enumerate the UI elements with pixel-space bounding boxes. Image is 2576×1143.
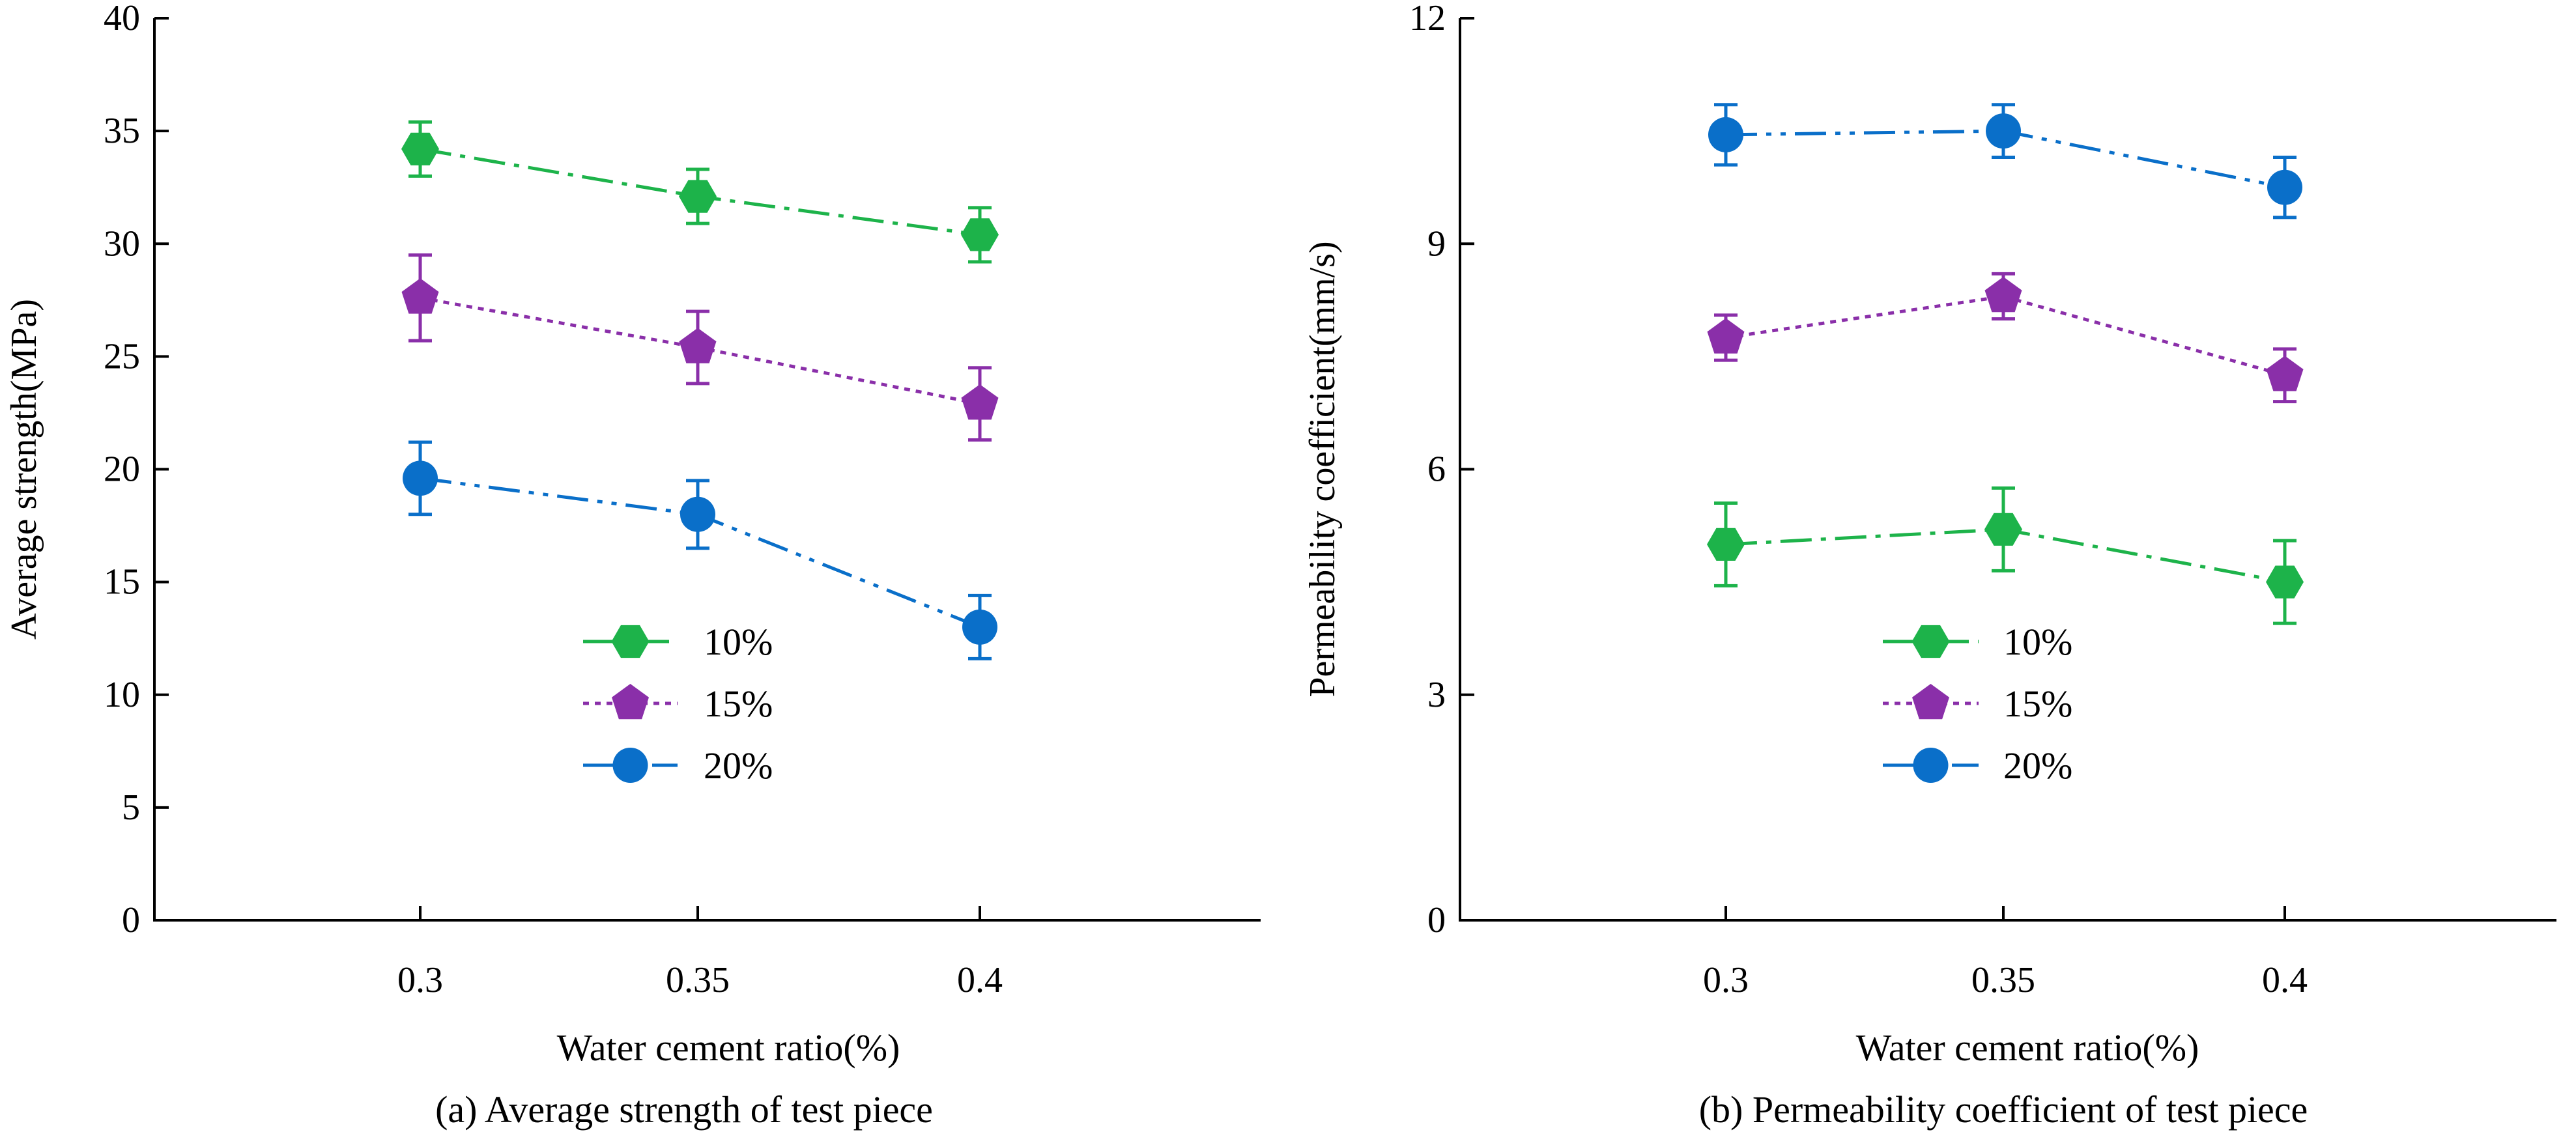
y-tick-label: 0 [1427, 900, 1446, 940]
data-point [1708, 117, 1743, 152]
data-point [1986, 113, 2021, 149]
y-tick-label: 5 [122, 787, 140, 828]
data-point [1707, 318, 1745, 354]
series-20pct [1708, 103, 2302, 219]
y-tick-label: 3 [1427, 675, 1446, 715]
y-tick-label: 30 [104, 223, 140, 264]
chart-panel-strength: 0 5 10 15 20 25 30 35 40 0.3 0.35 0.4 Average streng… [4, 0, 1261, 1131]
legend-label: 10% [704, 621, 773, 663]
x-tick-label: 0.3 [397, 960, 443, 1000]
legend-label: 20% [704, 744, 773, 787]
x-axis-title: Water cement ratio(%) [557, 1026, 900, 1069]
x-tick-label: 0.35 [1971, 960, 2035, 1000]
legend-marker [611, 625, 650, 658]
series-15pct [401, 253, 999, 442]
data-point [1707, 528, 1745, 561]
panel-caption: (a) Average strength of test piece [435, 1088, 933, 1131]
legend-label: 15% [704, 683, 773, 725]
legend-entry: 20% [1883, 744, 2072, 787]
legend-label: 15% [2003, 683, 2072, 725]
y-tick-label: 0 [122, 900, 140, 940]
y-tick-label: 25 [104, 336, 140, 376]
series-20pct [403, 440, 997, 660]
data-point [679, 328, 717, 363]
legend-entry: 10% [1883, 621, 2072, 663]
legend-entry: 15% [1883, 683, 2072, 725]
legend-marker [1913, 748, 1949, 783]
legend-label: 10% [2003, 621, 2072, 663]
data-point [962, 609, 997, 645]
legend-entry: 20% [583, 744, 773, 787]
chart-panel-permeability: 0 3 6 9 12 0.3 0.35 0.4 Permeability coefficient… [1302, 0, 2556, 1131]
x-tick-label: 0.4 [957, 960, 1003, 1000]
data-point [679, 180, 717, 213]
data-point [680, 496, 715, 532]
legend-marker [612, 748, 648, 783]
x-tick-label: 0.3 [1703, 960, 1749, 1000]
y-axis-title: Permeability coefficient(mm/s) [1302, 241, 1343, 697]
x-tick-label: 0.4 [2262, 960, 2308, 1000]
data-point [403, 460, 438, 496]
data-point [2266, 565, 2304, 599]
y-tick-label: 6 [1427, 449, 1446, 490]
panel-caption: (b) Permeability coefficient of test pie… [1699, 1088, 2308, 1131]
legend-marker [612, 684, 649, 720]
x-axis-title: Water cement ratio(%) [1856, 1026, 2199, 1069]
y-tick-label: 20 [104, 449, 140, 490]
y-tick-label: 9 [1427, 223, 1446, 264]
legend-marker [1912, 684, 1949, 720]
series-15pct [1707, 272, 2304, 404]
series-10pct [401, 120, 999, 264]
data-point [2266, 356, 2304, 391]
data-point [961, 384, 999, 420]
data-point [1984, 277, 2022, 313]
series-10pct [1707, 486, 2304, 625]
x-tick-label: 0.35 [666, 960, 730, 1000]
y-tick-label: 12 [1409, 0, 1446, 38]
y-tick-label: 35 [104, 111, 140, 151]
legend-marker [1911, 625, 1950, 658]
y-tick-label: 10 [104, 675, 140, 715]
legend-entry: 15% [583, 683, 773, 725]
data-point [401, 278, 439, 314]
y-tick-label: 40 [104, 0, 140, 38]
data-point [2267, 169, 2302, 205]
data-point [961, 218, 999, 251]
legend-entry: 10% [583, 621, 773, 663]
y-tick-label: 15 [104, 562, 140, 602]
legend-label: 20% [2003, 744, 2072, 787]
data-point [401, 132, 439, 165]
y-axis-title: Average strength(MPa) [4, 299, 44, 640]
data-point [1984, 513, 2022, 546]
